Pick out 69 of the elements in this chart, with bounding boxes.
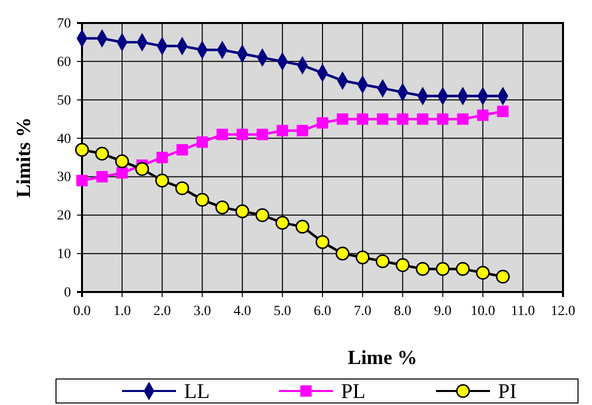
x-tick-label: 10.0 xyxy=(470,304,496,319)
point xyxy=(316,117,328,129)
point xyxy=(176,144,188,156)
point xyxy=(457,113,468,125)
point xyxy=(116,167,128,179)
x-tick-label: 2.0 xyxy=(153,304,171,319)
point xyxy=(336,246,350,260)
point xyxy=(296,220,310,234)
point xyxy=(256,128,268,140)
x-tick-label: 4.0 xyxy=(234,304,252,319)
point xyxy=(416,262,430,276)
point xyxy=(417,113,428,125)
point xyxy=(115,154,130,168)
legend-label: PI xyxy=(498,379,517,403)
point xyxy=(436,262,450,276)
point xyxy=(195,192,210,207)
point xyxy=(175,181,190,196)
legend-label: PL xyxy=(341,379,366,403)
x-tick-label: 7.0 xyxy=(354,304,372,319)
point xyxy=(356,113,368,125)
legend-label: LL xyxy=(184,379,210,403)
point xyxy=(396,113,408,125)
x-tick-label: 9.0 xyxy=(434,304,452,319)
y-tick-label: 50 xyxy=(57,93,71,108)
y-tick-label: 30 xyxy=(57,170,71,186)
y-tick-label: 0 xyxy=(64,285,71,300)
x-tick-label: 0.0 xyxy=(73,304,91,319)
point xyxy=(296,124,308,136)
point xyxy=(437,113,448,125)
point xyxy=(396,258,410,272)
x-axis-title: Lime % xyxy=(348,347,418,369)
x-tick-label: 6.0 xyxy=(314,304,332,319)
point xyxy=(135,162,150,176)
x-tick-label: 12.0 xyxy=(550,304,576,319)
x-tick-label: 8.0 xyxy=(394,304,412,319)
point xyxy=(95,146,109,161)
y-tick-label: 60 xyxy=(57,54,71,70)
point xyxy=(196,136,208,148)
y-tick-label: 20 xyxy=(57,208,71,224)
point xyxy=(356,250,370,264)
x-tick-label: 5.0 xyxy=(274,304,292,319)
point xyxy=(456,262,470,276)
x-tick-label: 3.0 xyxy=(194,304,211,319)
point xyxy=(496,270,510,284)
point xyxy=(316,235,330,249)
point xyxy=(75,142,89,157)
point xyxy=(336,113,348,125)
point xyxy=(275,216,290,230)
point xyxy=(96,171,108,182)
point xyxy=(216,128,228,140)
point xyxy=(155,174,170,188)
y-axis-title: Limits % xyxy=(13,117,35,198)
point xyxy=(255,208,270,222)
x-tick-label: 1.0 xyxy=(113,304,131,319)
point xyxy=(276,124,288,136)
point xyxy=(497,106,509,118)
point xyxy=(477,110,489,121)
y-tick-label: 10 xyxy=(57,247,71,262)
point xyxy=(376,113,388,125)
y-tick-label: 70 xyxy=(57,16,71,32)
point xyxy=(76,174,88,186)
point xyxy=(476,266,490,280)
point xyxy=(156,152,168,164)
point xyxy=(235,204,250,218)
y-tick-label: 40 xyxy=(57,132,71,147)
x-tick-label: 11.0 xyxy=(510,304,535,319)
point xyxy=(236,128,248,140)
point xyxy=(376,254,390,268)
point xyxy=(215,200,230,214)
